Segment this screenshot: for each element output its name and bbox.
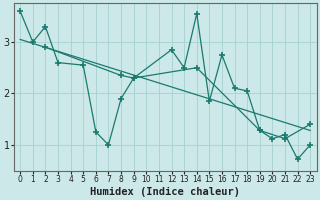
X-axis label: Humidex (Indice chaleur): Humidex (Indice chaleur) bbox=[90, 186, 240, 197]
